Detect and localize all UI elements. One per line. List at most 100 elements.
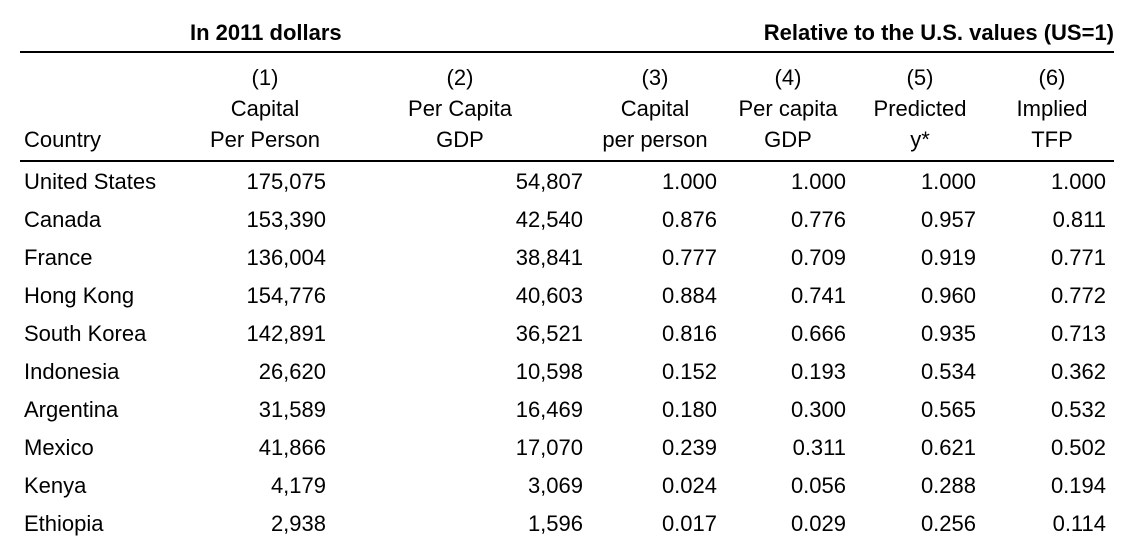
column-number: (6) xyxy=(1038,65,1066,90)
cell-implied-tfp: 1.000 xyxy=(1050,169,1106,194)
top-rule xyxy=(20,51,1114,53)
cell-implied-tfp: 0.502 xyxy=(1050,435,1106,460)
column-label-line: Per capita xyxy=(738,96,838,121)
column-header-implied-tfp: (6) Implied TFP xyxy=(997,62,1107,155)
cell-implied-tfp: 0.713 xyxy=(1050,321,1106,346)
column-label-line: per person xyxy=(602,127,708,152)
column-number: (4) xyxy=(774,65,802,90)
column-label-line: TFP xyxy=(1031,127,1073,152)
cell-relative-capital: 0.777 xyxy=(661,245,717,270)
column-header-predicted-y: (5) Predicted y* xyxy=(860,62,980,155)
cell-country: France xyxy=(24,245,93,270)
cell-relative-gdp: 0.056 xyxy=(790,473,846,498)
cell-country: Argentina xyxy=(24,397,119,422)
cell-country: Mexico xyxy=(24,435,94,460)
cell-predicted-y: 1.000 xyxy=(920,169,976,194)
cell-per-capita-gdp: 40,603 xyxy=(515,283,583,308)
table-row: Mexico 41,866 17,070 0.239 0.311 0.621 0.502 xyxy=(0,429,1134,467)
cell-predicted-y: 0.957 xyxy=(920,207,976,232)
column-number: (5) xyxy=(906,65,934,90)
cell-relative-gdp: 0.300 xyxy=(790,397,846,422)
table-row: France 136,004 38,841 0.777 0.709 0.919 0.771 xyxy=(0,239,1134,277)
cell-country: Canada xyxy=(24,207,102,232)
cell-predicted-y: 0.935 xyxy=(920,321,976,346)
cell-predicted-y: 0.288 xyxy=(920,473,976,498)
table-row: South Korea 142,891 36,521 0.816 0.666 0.935 0… xyxy=(0,315,1134,353)
cell-relative-capital: 0.017 xyxy=(661,511,717,536)
cell-relative-gdp: 0.311 xyxy=(792,435,846,460)
cell-capital-per-person: 175,075 xyxy=(246,169,326,194)
column-header-country: Country xyxy=(24,127,102,152)
cell-per-capita-gdp: 17,070 xyxy=(515,435,583,460)
column-label-line: Per Capita xyxy=(408,96,512,121)
cell-relative-gdp: 0.776 xyxy=(790,207,846,232)
cell-relative-capital: 1.000 xyxy=(661,169,717,194)
cell-relative-gdp: 0.709 xyxy=(790,245,846,270)
cell-relative-capital: 0.876 xyxy=(661,207,717,232)
cell-capital-per-person: 4,179 xyxy=(270,473,326,498)
cell-capital-per-person: 136,004 xyxy=(246,245,326,270)
cell-country: South Korea xyxy=(24,321,147,346)
cell-predicted-y: 0.621 xyxy=(920,435,976,460)
cell-predicted-y: 0.919 xyxy=(920,245,976,270)
cell-predicted-y: 0.565 xyxy=(920,397,976,422)
cell-per-capita-gdp: 3,069 xyxy=(527,473,583,498)
column-label-line: y* xyxy=(910,127,930,152)
cell-per-capita-gdp: 54,807 xyxy=(515,169,583,194)
cell-predicted-y: 0.534 xyxy=(920,359,976,384)
cell-relative-gdp: 0.029 xyxy=(790,511,846,536)
cell-relative-gdp: 1.000 xyxy=(790,169,846,194)
group-header-2011-dollars: In 2011 dollars xyxy=(190,20,342,45)
column-label-line: Capital xyxy=(620,96,690,121)
table-row: Hong Kong 154,776 40,603 0.884 0.741 0.960 0.7… xyxy=(0,277,1134,315)
column-number: (3) xyxy=(641,65,669,90)
cell-country: Indonesia xyxy=(24,359,120,384)
cell-relative-gdp: 0.193 xyxy=(790,359,846,384)
cell-predicted-y: 0.960 xyxy=(920,283,976,308)
cell-capital-per-person: 2,938 xyxy=(270,511,326,536)
cell-per-capita-gdp: 42,540 xyxy=(515,207,583,232)
cell-relative-capital: 0.152 xyxy=(661,359,717,384)
cell-relative-capital: 0.816 xyxy=(661,321,717,346)
group-header-relative-to-us: Relative to the U.S. values (US=1) xyxy=(763,20,1114,45)
table-row: Argentina 31,589 16,469 0.180 0.300 0.565 0.53… xyxy=(0,391,1134,429)
column-label-line: GDP xyxy=(436,127,484,152)
cell-implied-tfp: 0.532 xyxy=(1050,397,1106,422)
cell-predicted-y: 0.256 xyxy=(920,511,976,536)
cell-per-capita-gdp: 1,596 xyxy=(527,511,583,536)
cell-relative-capital: 0.239 xyxy=(661,435,717,460)
column-number: (2) xyxy=(446,65,474,90)
column-label-line: Capital xyxy=(230,96,300,121)
cell-capital-per-person: 26,620 xyxy=(258,359,326,384)
cell-relative-gdp: 0.741 xyxy=(790,283,846,308)
cell-implied-tfp: 0.772 xyxy=(1050,283,1106,308)
table-row: United States 175,075 54,807 1.000 1.000 1.00… xyxy=(0,163,1134,201)
cell-capital-per-person: 154,776 xyxy=(246,283,326,308)
cell-per-capita-gdp: 36,521 xyxy=(515,321,583,346)
table-row: Indonesia 26,620 10,598 0.152 0.193 0.534 0.36… xyxy=(0,353,1134,391)
cell-capital-per-person: 41,866 xyxy=(258,435,326,460)
cell-country: United States xyxy=(24,169,157,194)
column-header-per-capita-gdp: (2) Per Capita GDP xyxy=(390,62,530,155)
cell-per-capita-gdp: 16,469 xyxy=(515,397,583,422)
cell-per-capita-gdp: 38,841 xyxy=(515,245,583,270)
column-number: (1) xyxy=(251,65,279,90)
cell-capital-per-person: 142,891 xyxy=(246,321,326,346)
cell-implied-tfp: 0.811 xyxy=(1052,207,1106,232)
header-rule xyxy=(20,160,1114,162)
table-row: Ethiopia 2,938 1,596 0.017 0.029 0.256 0.114 xyxy=(0,505,1134,543)
cell-relative-capital: 0.884 xyxy=(661,283,717,308)
column-label-line: Per Person xyxy=(209,127,321,152)
column-label-line: Implied xyxy=(1016,96,1088,121)
column-label-line: GDP xyxy=(764,127,812,152)
cell-relative-capital: 0.024 xyxy=(661,473,717,498)
cell-relative-gdp: 0.666 xyxy=(790,321,846,346)
cell-implied-tfp: 0.362 xyxy=(1050,359,1106,384)
column-header-relative-capital: (3) Capital per person xyxy=(590,62,720,155)
table-row: Canada 153,390 42,540 0.876 0.776 0.957 0.811 xyxy=(0,201,1134,239)
column-header-capital-per-person: (1) Capital Per Person xyxy=(202,62,328,155)
cell-implied-tfp: 0.771 xyxy=(1050,245,1106,270)
cell-country: Hong Kong xyxy=(24,283,135,308)
cell-capital-per-person: 153,390 xyxy=(246,207,326,232)
cell-per-capita-gdp: 10,598 xyxy=(515,359,583,384)
